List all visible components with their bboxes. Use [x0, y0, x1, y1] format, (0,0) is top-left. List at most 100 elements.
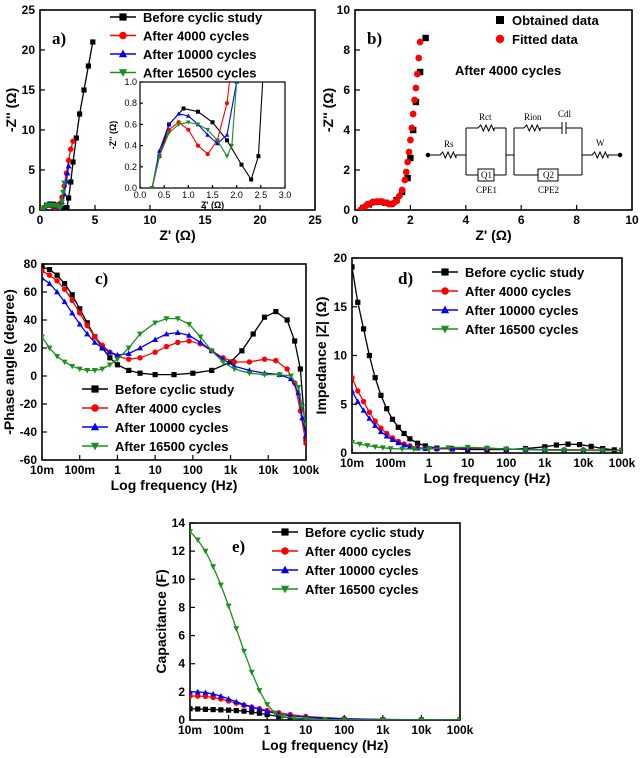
plot-frame [354, 9, 633, 211]
data-point [46, 345, 53, 352]
legend-entry-after-10000-cycles: After 10000 cycles [432, 303, 578, 318]
legend-entry-obtained-data: Obtained data [496, 13, 599, 28]
data-point [42, 274, 45, 281]
data-point [54, 278, 60, 284]
data-point [372, 422, 379, 428]
data-point [69, 309, 76, 316]
data-point [366, 352, 372, 359]
legend-entry-before-cyclic-study: Before cyclic study [432, 265, 585, 280]
data-point [389, 436, 396, 443]
y-tick-label: 10 [334, 349, 348, 363]
data-point [196, 109, 200, 114]
series-after-16500-cycles [40, 180, 68, 210]
series-line [42, 317, 306, 426]
data-point [62, 281, 68, 287]
data-point [416, 38, 424, 46]
x-axis-label: Log frequency (Hz) [424, 470, 551, 486]
legend-marker [91, 385, 99, 393]
data-point [389, 416, 396, 422]
data-point [352, 264, 355, 270]
x-tick-label: 25 [308, 213, 322, 227]
data-point [303, 440, 306, 446]
y-tick-label: 12 [172, 544, 186, 558]
y-tick-label: -60 [20, 453, 38, 467]
panel-a-eis-nyquist: 0 5 10 15 20 25 0 5 10 15 20 25 Z' (Ω) -Z'' (Ω) a) Befo… [3, 3, 322, 243]
data-point [163, 343, 170, 350]
y-tick-label: 8 [343, 43, 350, 57]
legend-entry-after-16500-cycles: After 16500 cycles [432, 322, 578, 337]
legend-entry-after-4000-cycles: After 4000 cycles [432, 284, 571, 299]
data-point [174, 329, 181, 335]
data-point [256, 710, 263, 716]
data-point [225, 707, 232, 713]
legend-marker [280, 585, 290, 594]
data-point [190, 706, 193, 712]
data-point [264, 712, 270, 718]
data-point [54, 272, 60, 278]
data-point [231, 366, 238, 373]
data-point [114, 356, 121, 363]
data-point [246, 370, 253, 377]
data-point [271, 710, 278, 717]
y-tick-label: 0 [178, 713, 185, 727]
x-tick-label: 20 [253, 213, 267, 227]
x-tick-label: 1 [426, 456, 433, 470]
circuit-label: CPE2 [538, 185, 559, 195]
data-point [46, 280, 53, 286]
data-point [407, 136, 414, 144]
x-tick-label: 10 [461, 456, 475, 470]
y-tick-label: 14 [172, 516, 186, 530]
data-point [125, 345, 132, 352]
data-point [445, 445, 452, 451]
data-point [157, 154, 162, 159]
data-point [99, 366, 106, 373]
data-point [341, 717, 348, 720]
data-point [256, 688, 263, 694]
data-point [70, 159, 76, 165]
y-tick-label: 0 [30, 369, 37, 383]
data-point [352, 374, 355, 381]
x-tick-label: 10k [411, 723, 431, 737]
data-point [81, 87, 87, 93]
data-point [264, 708, 271, 714]
y-tick-label: 20 [334, 251, 348, 265]
legend-label: After 4000 cycles [143, 29, 249, 44]
data-point [220, 359, 227, 366]
data-point [92, 334, 98, 340]
data-point [215, 141, 220, 146]
data-point [54, 354, 61, 360]
x-axis-label: Z' (Ω) [159, 227, 195, 243]
data-point [210, 690, 217, 697]
legend-marker [91, 404, 99, 412]
series-line [190, 531, 460, 720]
data-point [276, 713, 282, 720]
data-point [152, 320, 159, 326]
inset-x-label: Z' (Ω) [201, 200, 224, 210]
legend-label: After 16500 cycles [465, 322, 578, 337]
series-after-4000-cycles [40, 138, 76, 210]
data-point [225, 138, 229, 143]
data-point [42, 264, 45, 270]
legend-marker [281, 528, 289, 536]
legend-marker [440, 305, 450, 314]
data-point [171, 372, 177, 378]
data-point [210, 706, 216, 713]
inset-plot: 0.0 0.5 1.0 1.5 2.0 2.5 3.0 0.0 0.2 0.4 0.6 0.8 1.0 Z… [108, 77, 291, 210]
legend-entry-after-10000-cycles: After 10000 cycles [272, 563, 418, 578]
data-point [401, 430, 407, 437]
inset-y-tick-label: 0.6 [124, 119, 137, 129]
x-tick-label: 100 [334, 723, 354, 737]
y-tick-label: 2 [178, 685, 185, 699]
data-point [264, 702, 271, 708]
x-tick-label: 100k [609, 456, 636, 470]
data-point [235, 82, 238, 85]
data-point [217, 692, 224, 699]
data-point [414, 440, 421, 446]
circuit-label: CPE1 [476, 185, 497, 195]
circuit-label: Q2 [543, 170, 554, 180]
data-point [157, 148, 162, 153]
data-point [276, 372, 283, 378]
data-point [322, 717, 328, 720]
x-tick-label: 100k [447, 723, 474, 737]
legend-marker [118, 69, 128, 77]
